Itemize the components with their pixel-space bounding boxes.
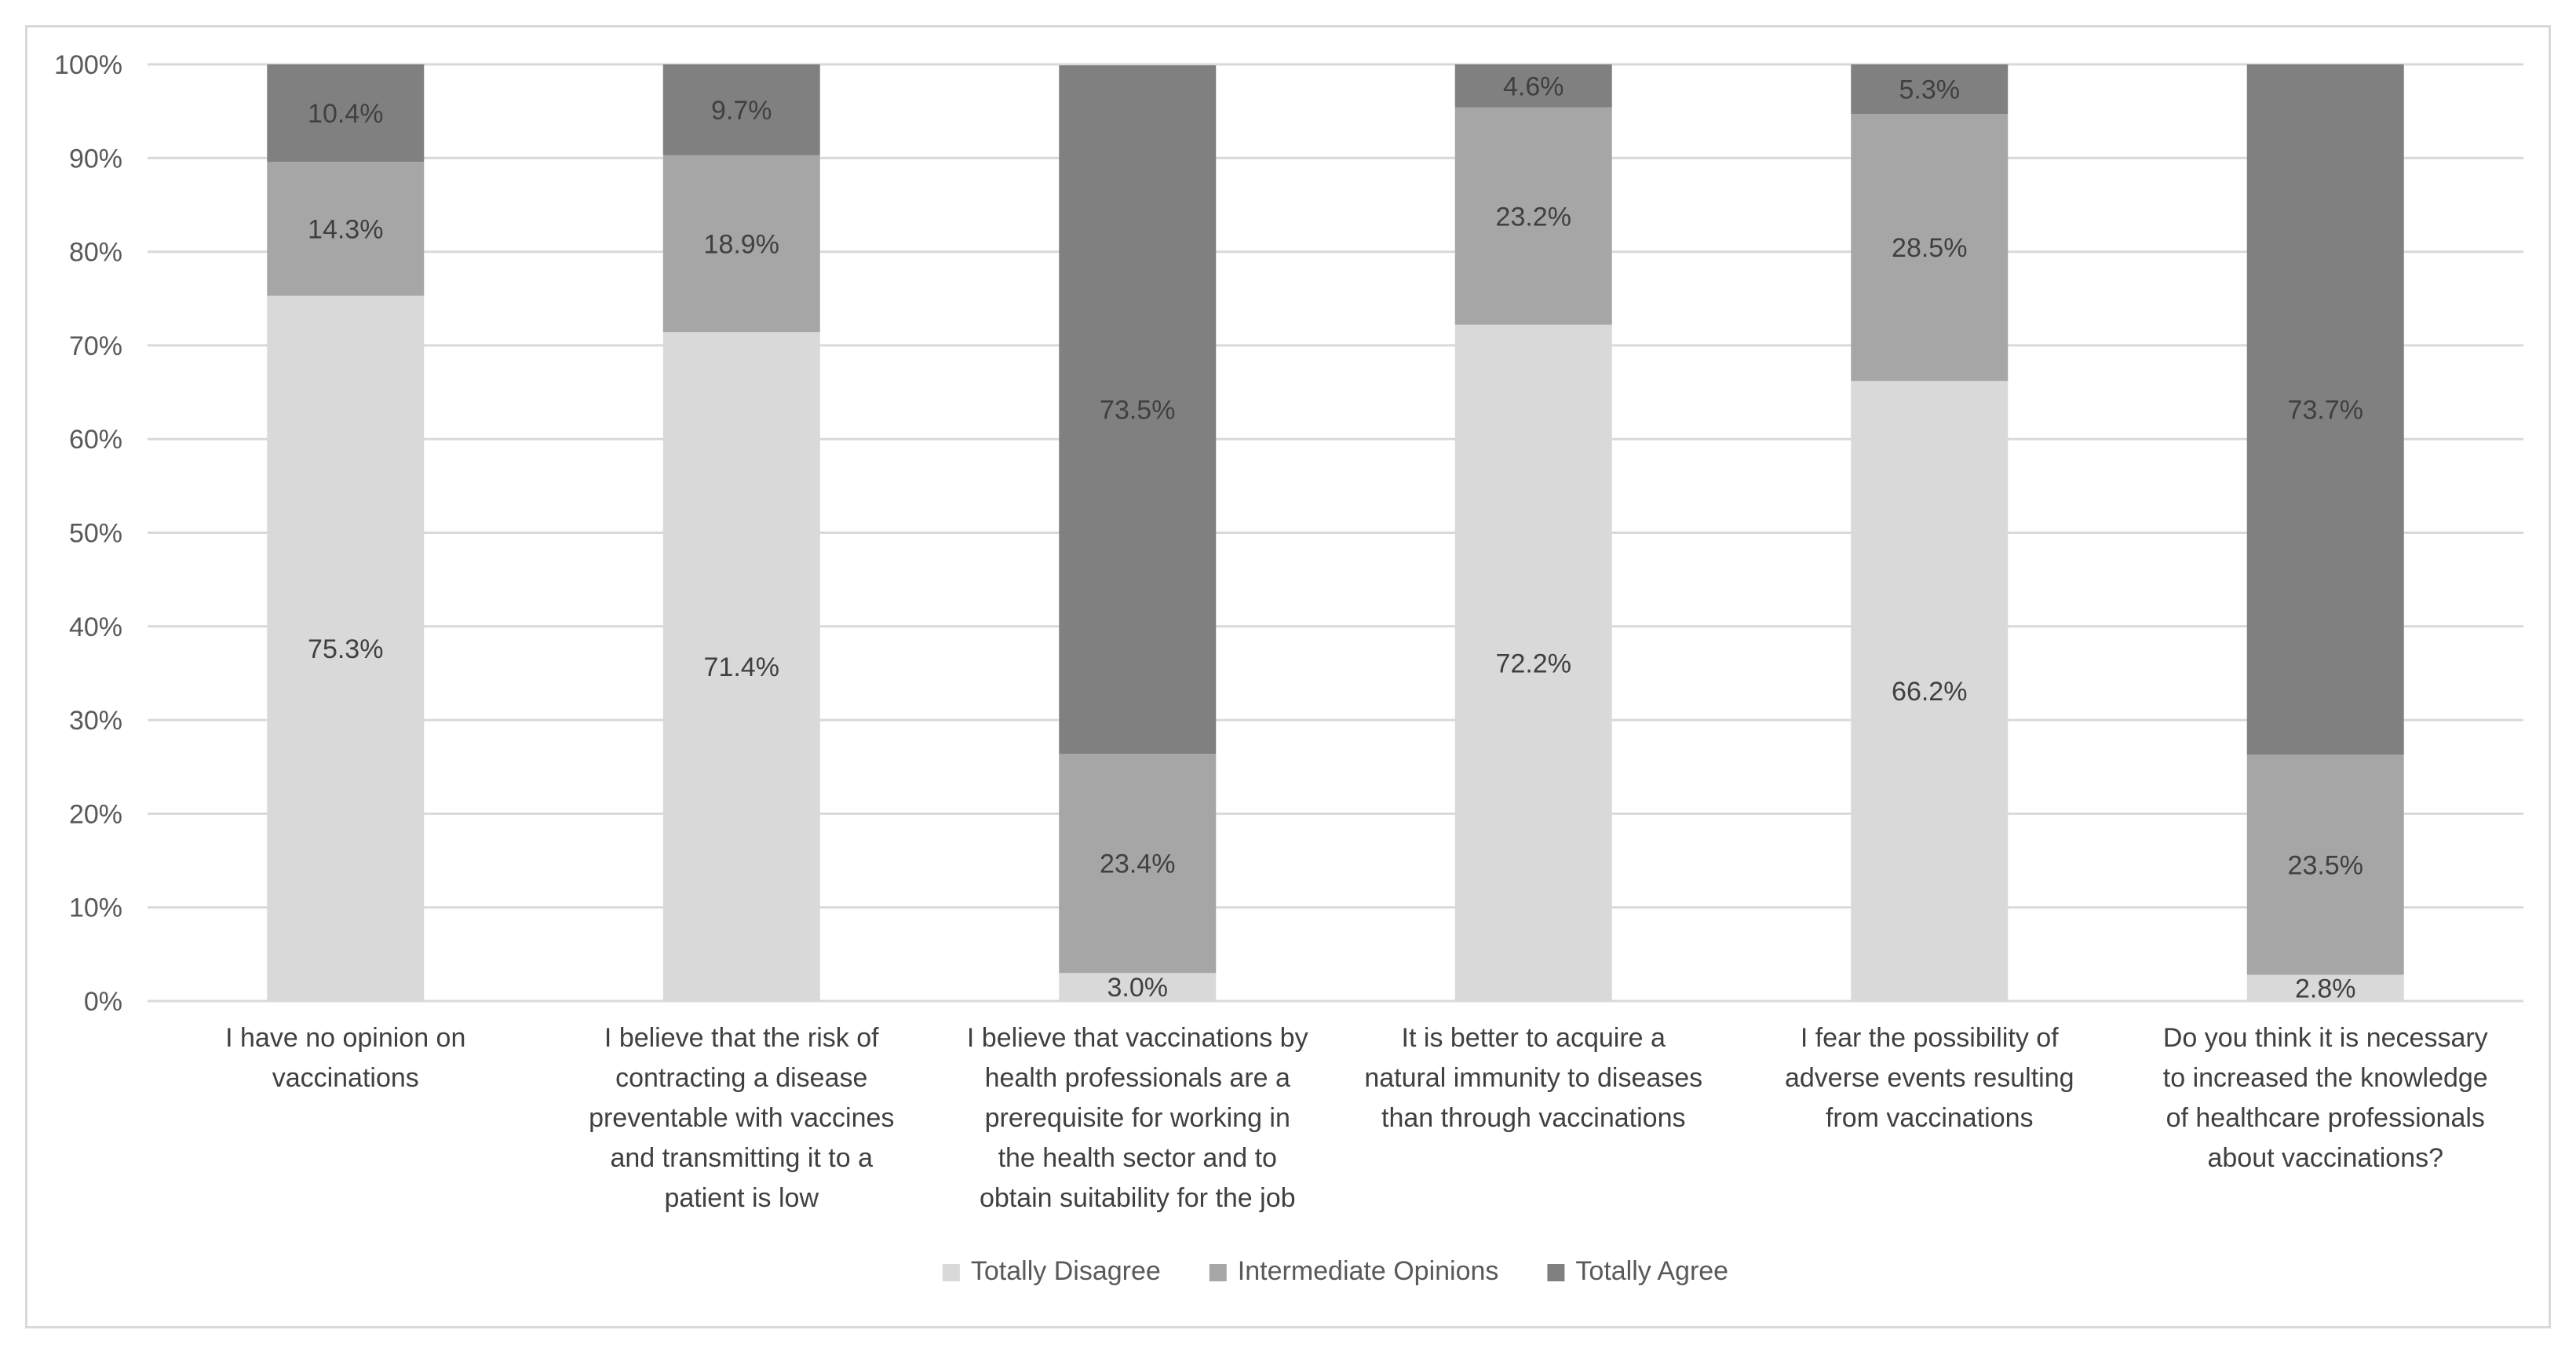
- category-label: vaccinations: [272, 1063, 419, 1093]
- legend-swatch: [1209, 1264, 1227, 1281]
- bar-segment: [1454, 64, 1612, 108]
- category-label: prerequisite for working in: [985, 1103, 1290, 1133]
- stacked-bar-chart: 0% 10% 20% 30% 40% 50% 60% 70% 80% 90% 100% 75.3% 1…: [54, 50, 2523, 1286]
- bar-segment: [1851, 114, 2009, 382]
- y-tick-label: 70%: [69, 331, 122, 361]
- bar-segment: [1454, 107, 1612, 325]
- data-label: 28.5%: [1892, 233, 1967, 263]
- data-label: 18.9%: [704, 229, 779, 259]
- category-label: than through vaccinations: [1381, 1103, 1685, 1133]
- bar-segment: [267, 295, 425, 1001]
- legend-swatch: [1547, 1264, 1565, 1281]
- category-label: to increased the knowledge: [2163, 1063, 2488, 1093]
- data-label: 71.4%: [704, 652, 779, 682]
- y-tick-label: 30%: [69, 706, 122, 736]
- legend-label: Totally Agree: [1575, 1256, 1728, 1286]
- category-label: I believe that vaccinations by: [967, 1023, 1308, 1053]
- data-label: 73.5%: [1100, 396, 1175, 426]
- y-tick-label: 100%: [54, 50, 122, 80]
- data-labels: 75.3% 14.3% 10.4% 71.4% 18.9% 9.7% 3.0% 23.4% 73…: [308, 71, 2363, 1003]
- y-tick-label: 80%: [69, 238, 122, 268]
- data-label: 10.4%: [308, 99, 383, 129]
- y-tick-label: 60%: [69, 425, 122, 455]
- data-label: 2.8%: [2295, 974, 2356, 1003]
- y-axis-ticks: 0% 10% 20% 30% 40% 50% 60% 70% 80% 90% 100%: [54, 50, 122, 1017]
- y-tick-label: 40%: [69, 612, 122, 642]
- category-label: of healthcare professionals: [2166, 1103, 2485, 1133]
- data-label: 3.0%: [1107, 973, 1169, 1003]
- category-label: from vaccinations: [1826, 1103, 2034, 1133]
- y-tick-label: 20%: [69, 799, 122, 829]
- bar-segment: [1851, 381, 2009, 1001]
- data-label: 9.7%: [711, 96, 772, 126]
- data-label: 4.6%: [1503, 71, 1564, 101]
- data-label: 14.3%: [308, 214, 383, 244]
- category-label: adverse events resulting: [1785, 1063, 2074, 1093]
- data-label: 66.2%: [1892, 677, 1967, 707]
- category-labels: I have no opinion on vaccinations I believ…: [225, 1023, 2488, 1213]
- y-tick-label: 10%: [69, 893, 122, 923]
- category-label: I have no opinion on: [225, 1023, 465, 1053]
- legend-label: Totally Disagree: [971, 1256, 1161, 1286]
- data-label: 5.3%: [1899, 75, 1961, 105]
- category-label: patient is low: [664, 1183, 819, 1213]
- gridlines: [148, 63, 2523, 1003]
- bar-segment: [1059, 973, 1217, 1001]
- data-label: 23.4%: [1100, 850, 1175, 879]
- category-label: It is better to acquire a: [1402, 1023, 1666, 1053]
- chart-frame: 0% 10% 20% 30% 40% 50% 60% 70% 80% 90% 100% 75.3% 1…: [25, 25, 2551, 1328]
- category-label: contracting a disease: [615, 1063, 867, 1093]
- bar-segment: [1059, 65, 1217, 755]
- category-label: obtain suitability for the job: [980, 1183, 1296, 1213]
- y-tick-label: 90%: [69, 144, 122, 174]
- bar-segment: [662, 64, 820, 155]
- bar-segment: [2246, 755, 2404, 975]
- data-label: 23.5%: [2288, 850, 2363, 880]
- category-label: and transmitting it to a: [610, 1143, 873, 1173]
- bar-segment: [267, 64, 425, 163]
- category-label: preventable with vaccines: [589, 1103, 894, 1133]
- bar-segment: [2246, 64, 2404, 755]
- bar-segment: [267, 162, 425, 296]
- bar-segment: [2246, 974, 2404, 1001]
- y-tick-label: 0%: [84, 987, 122, 1017]
- category-label: I fear the possibility of: [1801, 1023, 2059, 1053]
- category-label: I believe that the risk of: [604, 1023, 879, 1053]
- legend: Totally Disagree Intermediate Opinions Tot…: [942, 1256, 1728, 1286]
- bar-segment: [1851, 64, 2009, 115]
- y-tick-label: 50%: [69, 519, 122, 549]
- data-label: 73.7%: [2288, 396, 2363, 426]
- bar-segment: [1059, 754, 1217, 974]
- category-label: natural immunity to diseases: [1364, 1063, 1702, 1093]
- data-label: 23.2%: [1496, 202, 1571, 232]
- category-label: the health sector and to: [998, 1143, 1277, 1173]
- data-label: 75.3%: [308, 634, 383, 664]
- bar-segment: [662, 155, 820, 333]
- category-label: health professionals are a: [985, 1063, 1290, 1093]
- bar-segment: [662, 332, 820, 1001]
- legend-label: Intermediate Opinions: [1238, 1256, 1499, 1286]
- legend-swatch: [942, 1264, 960, 1281]
- bar-segment: [1454, 324, 1612, 1001]
- category-label: about vaccinations?: [2207, 1143, 2443, 1173]
- category-label: Do you think it is necessary: [2163, 1023, 2488, 1053]
- data-label: 72.2%: [1496, 649, 1571, 678]
- bars: [267, 64, 2404, 1001]
